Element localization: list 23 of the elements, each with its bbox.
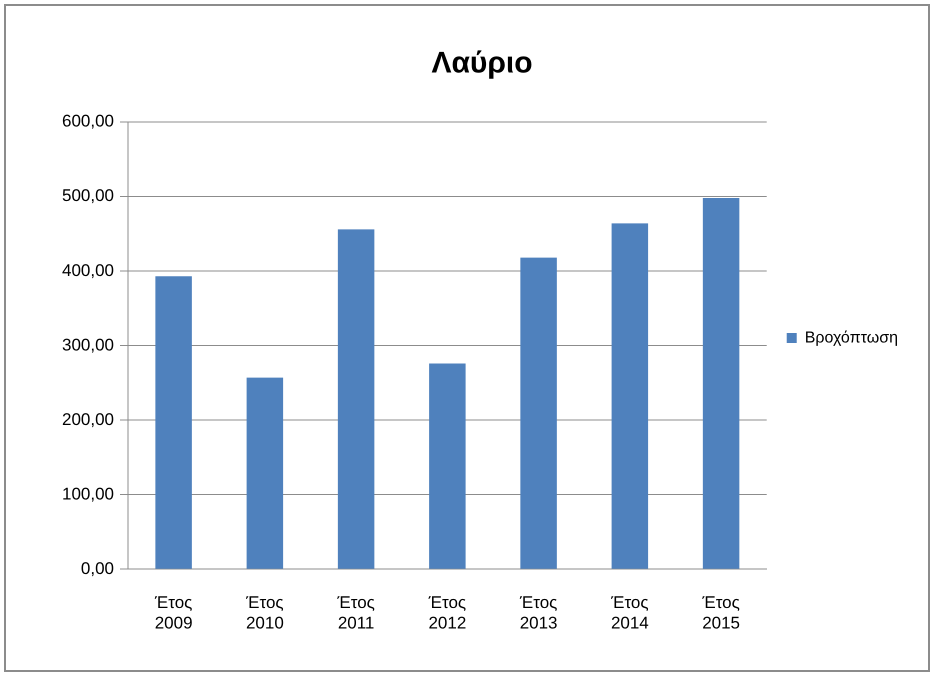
bar [520, 258, 557, 569]
bar [246, 378, 284, 569]
y-tick-label: 400,00 [62, 260, 114, 280]
x-tick-label: Έτος 2014 [610, 593, 649, 632]
x-tick-label: Έτος 2010 [245, 593, 284, 632]
x-tick-label: Έτος 2012 [428, 593, 466, 632]
y-tick-label: 0,00 [80, 558, 114, 578]
bar [702, 198, 740, 569]
x-tick-label: Έτος 2015 [701, 593, 740, 632]
x-tick-label: Έτος 2013 [518, 593, 558, 632]
bar [338, 229, 374, 569]
legend-label: Βροχόπτωση [804, 329, 898, 346]
y-tick-label: 600,00 [62, 112, 114, 131]
y-tick-label: 200,00 [62, 410, 114, 429]
bar [155, 276, 192, 569]
x-tick-label: Έτος 2009 [154, 593, 193, 632]
y-tick-label: 500,00 [62, 186, 114, 206]
chart-title: Λαύριο [431, 46, 533, 80]
bar [429, 363, 466, 569]
y-tick-label: 100,00 [62, 484, 114, 504]
x-tick-label: Έτος 2011 [336, 593, 375, 632]
bar [612, 223, 648, 569]
y-tick-label: 300,00 [62, 335, 114, 354]
